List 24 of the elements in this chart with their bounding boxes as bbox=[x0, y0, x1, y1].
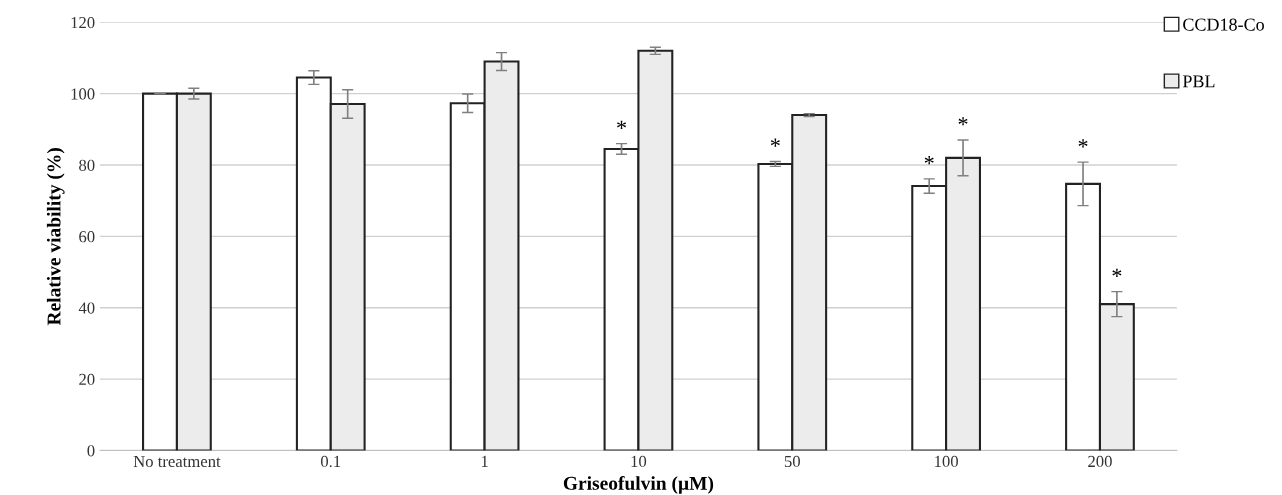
x-axis-title: Griseofulvin (µM) bbox=[563, 475, 714, 494]
annotation: * bbox=[1078, 139, 1088, 148]
annotation: * bbox=[1112, 268, 1122, 277]
annotation: * bbox=[770, 138, 780, 147]
x-tick-label: 10 bbox=[631, 455, 647, 468]
y-tick-label: 120 bbox=[71, 16, 95, 29]
x-tick-label: 0.1 bbox=[320, 455, 341, 468]
x-tick-label: No treatment bbox=[133, 455, 221, 468]
y-axis-title: Relative viability (%) bbox=[46, 148, 65, 326]
annotation: * bbox=[958, 117, 968, 126]
x-tick-label: 200 bbox=[1088, 455, 1112, 468]
annotation: * bbox=[617, 120, 627, 129]
y-tick-label: 100 bbox=[71, 88, 95, 100]
x-tick-label: 1 bbox=[481, 455, 488, 467]
y-tick-label: 40 bbox=[78, 302, 95, 314]
legend-label: CCD18-Co bbox=[1183, 18, 1264, 31]
y-tick-label: 0 bbox=[87, 445, 95, 457]
annotation: * bbox=[924, 156, 934, 165]
x-tick-label: 100 bbox=[935, 455, 958, 468]
x-tick-label: 50 bbox=[784, 455, 800, 468]
y-tick-label: 20 bbox=[79, 373, 95, 386]
y-tick-label: 80 bbox=[79, 159, 95, 171]
legend-label: PBL bbox=[1182, 75, 1215, 88]
y-tick-label: 60 bbox=[79, 231, 95, 243]
